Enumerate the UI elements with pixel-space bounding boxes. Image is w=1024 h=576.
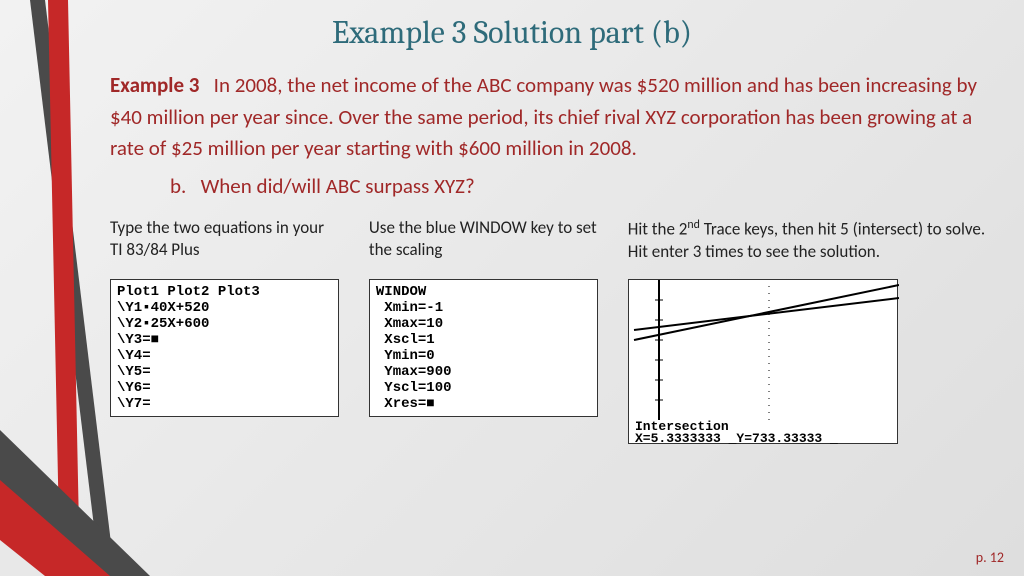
problem-statement: Example 3 In 2008, the net income of the… <box>110 70 994 165</box>
question-line: b. When did/will ABC surpass XYZ? <box>170 173 994 199</box>
problem-text: In 2008, the net income of the ABC compa… <box>110 72 977 161</box>
col-window: Use the blue WINDOW key to set the scali… <box>369 217 598 444</box>
col-equations: Type the two equations in your TI 83/84 … <box>110 217 339 444</box>
caption-1: Type the two equations in your TI 83/84 … <box>110 217 339 265</box>
col-graph: Hit the 2nd Trace keys, then hit 5 (inte… <box>628 217 994 444</box>
question-text: When did/will ABC surpass XYZ? <box>201 173 475 199</box>
slide-title: Example 3 Solution part (b) <box>0 0 1024 51</box>
svg-text:X=5.3333333 _Y=733.33333 _: X=5.3333333 _Y=733.33333 _ <box>635 431 838 445</box>
calc-screen-window: WINDOW Xmin=-1 Xmax=10 Xscl=1 Ymin=0 Yma… <box>369 279 598 418</box>
question-label: b. <box>170 173 186 199</box>
content-area: Example 3 In 2008, the net income of the… <box>110 70 994 444</box>
page-number: p. 12 <box>976 549 1004 566</box>
caption-2: Use the blue WINDOW key to set the scali… <box>369 217 598 265</box>
columns: Type the two equations in your TI 83/84 … <box>110 217 994 444</box>
example-label: Example 3 <box>110 72 199 98</box>
calc-screen-graph: Intersection X=5.3333333 _Y=733.33333 _ <box>628 279 898 444</box>
caption-3: Hit the 2nd Trace keys, then hit 5 (inte… <box>628 217 994 265</box>
calc-screen-y-editor: Plot1 Plot2 Plot3 \Y1▪40X+520 \Y2▪25X+60… <box>110 279 339 418</box>
